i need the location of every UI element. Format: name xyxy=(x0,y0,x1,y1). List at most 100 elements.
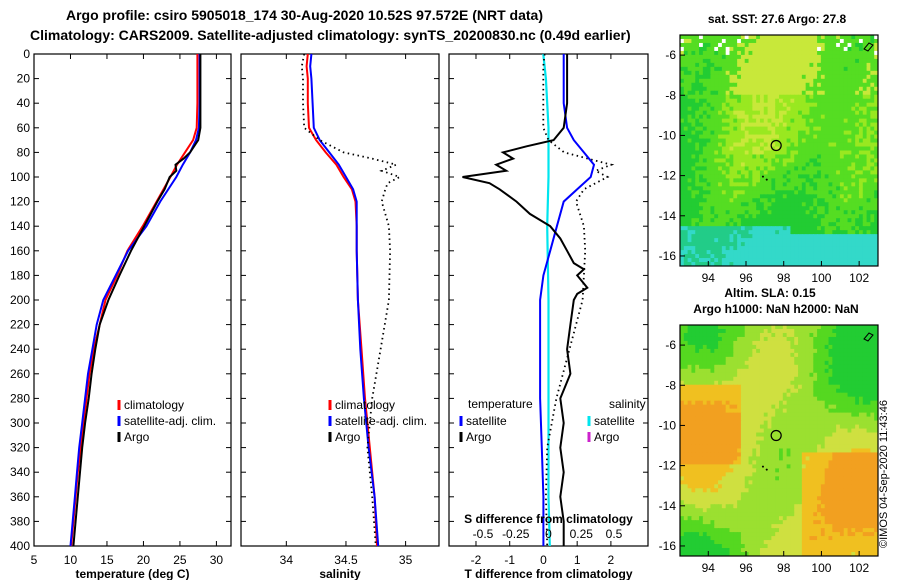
map-cell xyxy=(725,262,731,266)
map-cell xyxy=(836,130,841,136)
map-cell xyxy=(680,432,685,438)
map-cell xyxy=(790,368,795,374)
map-cell xyxy=(737,238,742,243)
map-cell xyxy=(782,380,788,386)
map-cell xyxy=(809,428,814,434)
map-cell xyxy=(691,214,696,219)
map-cell xyxy=(790,98,795,104)
map-cell xyxy=(836,118,841,124)
map-cell xyxy=(866,250,871,255)
map-cell xyxy=(740,230,746,235)
map-cell xyxy=(691,336,696,342)
map-cell xyxy=(809,400,814,406)
map-cell xyxy=(824,336,830,342)
map-cell xyxy=(782,142,788,148)
map-cell xyxy=(801,42,807,48)
map-cell xyxy=(813,114,818,120)
map-cell xyxy=(839,50,845,56)
map-cell xyxy=(691,258,696,263)
map-cell xyxy=(680,250,685,255)
map-cell xyxy=(759,150,765,156)
map-cell xyxy=(855,432,860,438)
map-cell xyxy=(763,202,769,207)
map-cell xyxy=(779,364,784,370)
map-cell xyxy=(805,444,811,450)
map-cell xyxy=(752,146,757,152)
map-cell xyxy=(851,388,856,394)
map-cell xyxy=(718,178,723,183)
map-cell xyxy=(782,150,788,156)
map-cell xyxy=(737,234,742,239)
map-cell xyxy=(718,206,723,211)
map-cell xyxy=(756,122,761,128)
map-cell xyxy=(832,138,837,144)
map-cell xyxy=(695,218,700,223)
map-cell xyxy=(725,106,731,112)
map-cell xyxy=(824,226,830,231)
map-cell xyxy=(874,50,878,56)
map-cell xyxy=(836,408,841,414)
map-cell xyxy=(775,352,780,358)
map-cell xyxy=(710,138,715,144)
map-cell xyxy=(790,432,795,438)
map-cell xyxy=(836,412,841,418)
map-cell xyxy=(756,62,761,68)
map-cell xyxy=(737,416,742,422)
map-cell xyxy=(721,114,727,120)
map-cell xyxy=(718,126,723,132)
map-cell xyxy=(817,396,822,402)
map-cell xyxy=(817,54,822,60)
map-cell xyxy=(702,186,708,191)
map-cell xyxy=(702,364,708,370)
map-cell xyxy=(710,440,715,446)
map-cell xyxy=(839,416,845,422)
map-cell xyxy=(718,424,723,430)
map-cell xyxy=(832,58,837,64)
map-cell xyxy=(843,94,849,100)
map-cell xyxy=(718,242,723,247)
map-cell xyxy=(706,82,712,88)
map-cell xyxy=(740,66,746,72)
map-cell xyxy=(832,250,837,255)
map-cell xyxy=(771,392,776,398)
map-cell xyxy=(759,102,765,108)
y-tick-label: 100 xyxy=(10,170,30,184)
map-cell xyxy=(695,246,700,251)
map-cell xyxy=(828,130,833,136)
map-cell xyxy=(786,42,792,48)
map-cell xyxy=(695,90,700,96)
map-cell xyxy=(866,444,871,450)
map-cell xyxy=(843,70,849,76)
map-cell xyxy=(771,218,776,223)
map-cell xyxy=(767,392,772,398)
map-cell xyxy=(874,440,878,446)
map-cell xyxy=(874,258,878,263)
map-cell xyxy=(862,210,868,215)
map-cell xyxy=(737,444,742,450)
map-cell xyxy=(729,134,734,140)
map-cell xyxy=(683,400,689,406)
map-cell xyxy=(851,348,856,354)
map-cell xyxy=(737,154,742,160)
map-cell xyxy=(706,42,712,48)
map-cell xyxy=(786,452,792,458)
map-cell xyxy=(824,66,830,72)
map-cell xyxy=(847,62,852,68)
map-cell xyxy=(782,368,788,374)
map-cell xyxy=(847,340,852,346)
map-cell xyxy=(794,452,799,458)
map-cell xyxy=(874,392,878,398)
map-cell xyxy=(775,436,780,442)
map-cell xyxy=(767,325,772,330)
map-cell xyxy=(866,246,871,251)
map-cell xyxy=(683,222,689,227)
map-cell xyxy=(759,368,765,374)
map-cell xyxy=(794,234,799,239)
map-cell xyxy=(836,46,841,52)
map-cell xyxy=(752,440,757,446)
map-cell xyxy=(874,82,878,88)
map-cell xyxy=(759,118,765,124)
map-cell xyxy=(805,436,811,442)
map-cell xyxy=(756,150,761,156)
map-cell xyxy=(782,194,788,199)
